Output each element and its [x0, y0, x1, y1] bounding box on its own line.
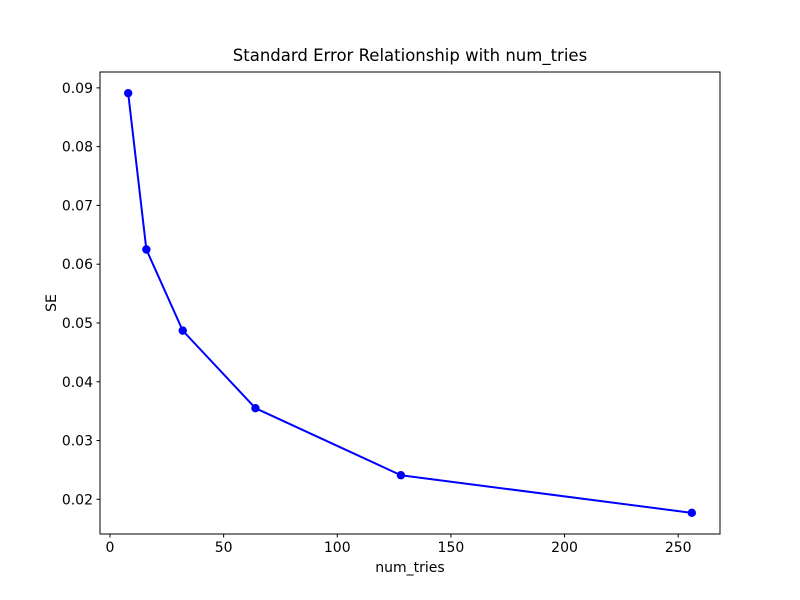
y-tick-label: 0.09 [62, 81, 93, 97]
y-tick-label: 0.06 [62, 257, 93, 273]
x-tick-label: 0 [106, 540, 115, 556]
y-tick-label: 0.03 [62, 434, 93, 450]
y-tick-label: 0.02 [62, 492, 93, 508]
data-point-marker [251, 404, 260, 413]
y-tick-label: 0.08 [62, 140, 93, 156]
data-point-marker [178, 326, 187, 335]
y-axis-label: SE [44, 294, 60, 312]
plot-area [99, 71, 721, 535]
x-tick-label: 150 [438, 540, 465, 556]
data-series [123, 88, 697, 518]
x-tick-label: 250 [665, 540, 692, 556]
x-tick-label: 100 [324, 540, 351, 556]
x-tick-label: 50 [215, 540, 233, 556]
data-point-marker [142, 245, 151, 254]
series-line [127, 93, 692, 514]
x-axis-label: num_tries [375, 560, 444, 576]
data-point-marker [396, 471, 406, 480]
axis-ticks: 0 50 100 150 200 250 0.02 0.03 0.04 0.05 0.06 0.07 0… [62, 81, 692, 556]
x-tick-label: 200 [551, 540, 578, 556]
y-tick-label: 0.04 [62, 375, 93, 391]
data-point-marker [123, 88, 133, 98]
y-tick-label: 0.05 [62, 316, 93, 332]
data-point-marker [687, 508, 697, 518]
y-tick-label: 0.07 [62, 198, 93, 214]
chart-title: Standard Error Relationship with num_tri… [233, 46, 587, 66]
